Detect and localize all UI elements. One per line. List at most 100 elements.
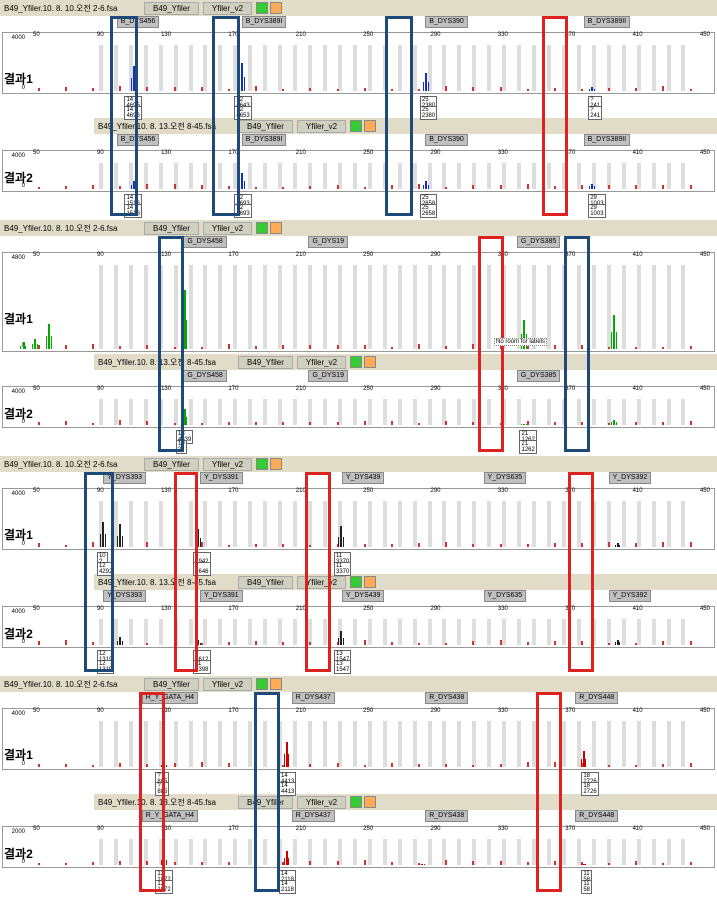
peak <box>163 762 165 767</box>
tab-sample[interactable]: B49_Yfiler <box>238 576 293 589</box>
peak <box>48 324 50 349</box>
marker-bar: R_Y_GATA_H4R_DYS437R_DYS438R_DYS448 <box>50 810 717 824</box>
electropherogram: 48000 5090130170210250290330370410450 <box>2 252 715 352</box>
marker-label: B_DYS390 <box>425 134 468 146</box>
tab-sample[interactable]: B49_Yfiler <box>238 356 293 369</box>
marker-label: R_Y_GATA_H4 <box>142 692 198 704</box>
peak <box>286 742 288 767</box>
filename: B49_Yfiler.10. 8. 10.오전 2-6.fsa <box>4 679 140 690</box>
tab-panel[interactable]: Yfiler_v2 <box>297 796 346 809</box>
peak <box>425 181 427 189</box>
plot-area <box>31 721 710 767</box>
allele-call: 124653 <box>234 106 251 120</box>
tab-sample[interactable]: B49_Yfiler <box>238 120 293 133</box>
quality-warn-icon <box>364 796 376 808</box>
allele-call: ?2646 <box>193 562 210 576</box>
marker-bar: B_DYS456B_DYS389IB_DYS390B_DYS389II <box>50 16 717 30</box>
electropherogram: 200005090130170210250290330370410450 <box>2 826 715 868</box>
allele-call: 252380 <box>420 106 437 120</box>
tab-sample[interactable]: B49_Yfiler <box>144 2 199 15</box>
marker-bar: R_Y_GATA_H4R_DYS437R_DYS438R_DYS448 <box>50 692 717 706</box>
peak <box>197 640 199 645</box>
y-axis: 40000 <box>3 151 27 191</box>
tab-panel[interactable]: Yfiler_v2 <box>203 678 252 691</box>
allele-call: 144413 <box>279 782 296 796</box>
marker-label: B_DYS389I <box>242 16 287 28</box>
marker-label: B_DYS389II <box>584 16 631 28</box>
panel-header: B49_Yfiler.10. 8. 10.오전 2-6.fsa B49_Yfil… <box>0 220 717 236</box>
allele-call: 182726 <box>581 782 598 796</box>
x-axis: 5090130170210250290330370410450 <box>33 386 710 392</box>
x-axis: 5090130170210250290330370410450 <box>33 150 710 156</box>
x-axis: 5090130170210250290330370410450 <box>33 252 710 258</box>
quality-pass-icon <box>256 2 268 14</box>
quality-pass-icon <box>350 120 362 132</box>
peak <box>421 864 423 865</box>
tab-panel[interactable]: Yfiler_v2 <box>203 222 252 235</box>
marker-label: B_DYS456 <box>117 16 160 28</box>
tab-sample[interactable]: B49_Yfiler <box>238 796 293 809</box>
quality-pass-icon <box>350 356 362 368</box>
peak <box>583 864 585 865</box>
marker-bar: B_DYS456B_DYS389IB_DYS390B_DYS389II <box>50 134 717 148</box>
peak <box>133 181 135 189</box>
peak <box>286 851 288 865</box>
allele-call: 144696 <box>124 106 141 120</box>
marker-label: Y_DYS392 <box>609 590 652 602</box>
electropherogram: 400005090130170210250290330370410450 <box>2 708 715 770</box>
tab-panel[interactable]: Yfiler_v2 <box>297 120 346 133</box>
panel-header: B49_Yfiler.10. 8. 10.오전 2-6.fsa B49_Yfil… <box>0 456 717 472</box>
marker-label: B_DYS389II <box>584 134 631 146</box>
peak <box>102 522 104 547</box>
marker-label: R_DYS437 <box>292 810 335 822</box>
peak <box>119 524 121 547</box>
allele-call: 121072 <box>155 880 172 894</box>
x-axis: 5090130170210250290330370410450 <box>33 32 710 38</box>
tab-sample[interactable]: B49_Yfiler <box>144 678 199 691</box>
quality-warn-icon <box>364 356 376 368</box>
allele-call: 19? <box>176 440 187 454</box>
x-axis: 5090130170210250290330370410450 <box>33 606 710 612</box>
peak <box>184 290 186 349</box>
filename: B49_Yfiler.10. 8. 10.오전 2-6.fsa <box>4 3 140 14</box>
marker-bar: Y_DYS393Y_DYS391Y_DYS439Y_DYS635Y_DYS392 <box>50 590 717 604</box>
peak <box>617 543 619 547</box>
marker-label: Y_DYS391 <box>200 472 243 484</box>
tab-panel[interactable]: Yfiler_v2 <box>203 458 252 471</box>
electropherogram: 400005090130170210250290330370410450 <box>2 488 715 550</box>
y-axis: 40000 <box>3 387 27 427</box>
tab-sample[interactable]: B49_Yfiler <box>144 458 199 471</box>
tab-panel[interactable]: Yfiler_v2 <box>297 576 346 589</box>
quality-pass-icon <box>350 576 362 588</box>
peak <box>119 637 121 645</box>
allele-call: 1158 <box>581 880 592 894</box>
quality-pass-icon <box>350 796 362 808</box>
tab-panel[interactable]: Yfiler_v2 <box>203 2 252 15</box>
marker-bar: G_DYS458G_DYS19G_DYS385 <box>50 236 717 250</box>
marker-label: R_DYS448 <box>575 810 618 822</box>
peak <box>523 424 525 425</box>
panel-header: B49_Yfiler.10. 8. 13.오전 8-45.fsa B49_Yfi… <box>94 794 717 810</box>
filename: B49_Yfiler.10. 8. 13.오전 8-45.fsa <box>98 797 234 808</box>
y-axis: 48000 <box>3 253 27 351</box>
filename: B49_Yfiler.10. 8. 13.오전 8-45.fsa <box>98 357 234 368</box>
panel-header: B49_Yfiler.10. 8. 13.오전 8-45.fsa B49_Yfi… <box>94 354 717 370</box>
quality-pass-icon <box>256 222 268 234</box>
electropherogram: 40000 5090130170210250290330370410450 <box>2 386 715 428</box>
quality-pass-icon <box>256 458 268 470</box>
filename: B49_Yfiler.10. 8. 13.오전 8-45.fsa <box>98 121 234 132</box>
quality-warn-icon <box>270 222 282 234</box>
peak <box>591 184 593 189</box>
marker-label: G_DYS385 <box>517 236 560 248</box>
tab-panel[interactable]: Yfiler_v2 <box>297 356 346 369</box>
allele-call: ?241 <box>588 106 602 120</box>
marker-label: Y_DYS439 <box>342 590 385 602</box>
tab-sample[interactable]: B49_Yfiler <box>144 222 199 235</box>
filename: B49_Yfiler.10. 8. 10.오전 2-6.fsa <box>4 223 140 234</box>
dye-channel-section: B49_Yfiler.10. 8. 10.오전 2-6.fsa B49_Yfil… <box>0 220 717 452</box>
plot-area <box>31 163 710 189</box>
allele-call: 291003 <box>588 204 605 218</box>
marker-label: R_DYS438 <box>425 692 468 704</box>
panel-header: B49_Yfiler.10. 8. 10.오전 2-6.fsa B49_Yfil… <box>0 0 717 16</box>
marker-label: B_DYS456 <box>117 134 160 146</box>
